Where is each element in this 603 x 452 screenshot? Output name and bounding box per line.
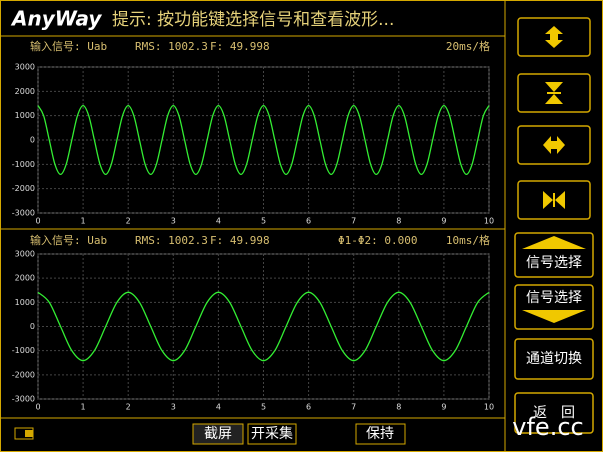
y-tick-label: -3000: [12, 209, 35, 218]
battery-level: [25, 430, 33, 437]
x-tick-label: 7: [351, 217, 356, 226]
x-tick-label: 9: [441, 217, 446, 226]
y-tick-label: -1000: [12, 160, 35, 169]
y-tick-label: 0: [30, 136, 35, 145]
scale-label: 10ms/格: [446, 233, 490, 247]
button-label: 返 回: [533, 405, 575, 421]
x-tick-label: 9: [441, 403, 446, 412]
y-tick-label: 1000: [15, 298, 35, 307]
button-label: 通道切换: [526, 350, 582, 367]
acquire-button[interactable]: [247, 423, 297, 445]
icon-buttons: [517, 17, 591, 220]
x-tick-label: 7: [351, 403, 356, 412]
y-tick-label: -1000: [12, 346, 35, 355]
y-tick-label: -2000: [12, 184, 35, 193]
y-tick-label: 0: [30, 322, 35, 331]
freq-label: F: 49.998: [210, 234, 270, 247]
icon: [522, 310, 586, 323]
x-tick-label: 4: [216, 217, 221, 226]
rms-label: RMS: 1002.3: [135, 234, 208, 247]
screenshot-button[interactable]: [192, 423, 244, 445]
x-tick-label: 10: [484, 217, 494, 226]
x-tick-label: 6: [306, 403, 311, 412]
waveform: [37, 104, 490, 176]
y-tick-label: 2000: [15, 274, 35, 283]
waveform: [37, 291, 490, 362]
x-tick-label: 5: [261, 217, 266, 226]
x-tick-label: 1: [81, 403, 86, 412]
hint: 提示: 按功能键选择信号和查看波形...: [112, 10, 394, 30]
signal-label: 输入信号: Uab: [30, 233, 107, 247]
button-label: 信号选择: [526, 255, 582, 271]
button-label: 开采集: [251, 425, 293, 442]
icon: [543, 191, 565, 209]
icon: [545, 82, 563, 104]
y-tick-label: -3000: [12, 395, 35, 404]
y-tick-label: 3000: [15, 250, 35, 259]
signal-label: 输入信号: Uab: [30, 39, 107, 53]
x-tick-label: 2: [126, 217, 131, 226]
button-label: 截屏: [204, 426, 232, 442]
x-tick-label: 5: [261, 403, 266, 412]
signal-down-button[interactable]: [514, 284, 594, 330]
y-tick-label: 2000: [15, 87, 35, 96]
x-tick-label: 8: [396, 403, 401, 412]
button-label: 信号选择: [526, 290, 582, 306]
x-tick-label: 10: [484, 403, 494, 412]
rms-label: RMS: 1002.3: [135, 40, 208, 53]
phase-label: Φ1-Φ2: 0.000: [338, 234, 417, 247]
x-tick-label: 0: [35, 217, 40, 226]
x-tick-label: 3: [171, 217, 176, 226]
x-tick-label: 3: [171, 403, 176, 412]
icon: [543, 136, 565, 154]
icon: [522, 236, 586, 249]
x-tick-label: 4: [216, 403, 221, 412]
freq-label: F: 49.998: [210, 40, 270, 53]
icon: [545, 26, 563, 48]
x-tick-label: 6: [306, 217, 311, 226]
watermark: vfe.cc: [512, 413, 583, 441]
hold-button[interactable]: [355, 423, 406, 445]
side-buttons: 信号选择 信号选择 通道切换 返 回: [514, 232, 594, 434]
back-button[interactable]: [514, 392, 594, 434]
bottom-bar: 截屏 开采集 保持: [14, 423, 406, 445]
x-tick-label: 0: [35, 403, 40, 412]
channel-button[interactable]: [514, 338, 594, 380]
x-tick-label: 8: [396, 217, 401, 226]
scale-label: 20ms/格: [446, 39, 490, 53]
x-tick-label: 1: [81, 217, 86, 226]
logo: AnyWay: [10, 7, 102, 31]
y-tick-label: 1000: [15, 111, 35, 120]
x-tick-label: 2: [126, 403, 131, 412]
y-tick-label: -2000: [12, 370, 35, 379]
button-label: 保持: [366, 426, 394, 442]
y-tick-label: 3000: [15, 63, 35, 72]
